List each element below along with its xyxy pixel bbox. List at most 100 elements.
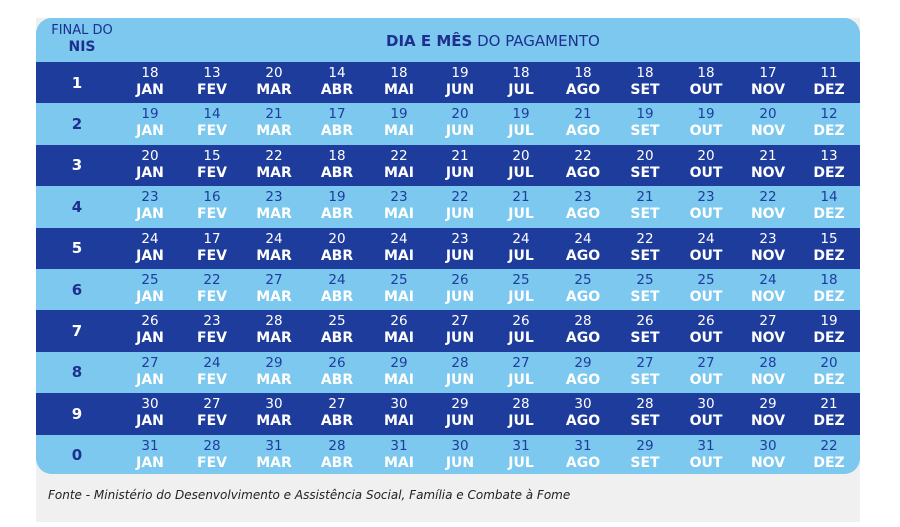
nis-header-line2: NIS (68, 39, 96, 55)
nis-header-line1: FINAL DO (51, 23, 113, 38)
payment-month: MAI (384, 413, 414, 430)
payment-date-cell: 28 FEV (181, 438, 243, 472)
payment-date-cell: 28 ABR (306, 438, 368, 472)
payment-month: AGO (565, 413, 601, 430)
payment-date-cell: 20 ABR (306, 231, 368, 265)
payment-month: JAN (136, 206, 164, 223)
payment-date-cell: 14 ABR (306, 65, 368, 99)
payment-month: NOV (750, 123, 786, 140)
nis-final-digit: 6 (71, 280, 83, 299)
payment-date-cell: 23 OUT (675, 189, 737, 223)
payment-date-cell: 20 DEZ (798, 355, 860, 389)
payment-day: 22 (451, 189, 469, 206)
payment-day: 26 (141, 313, 159, 330)
payment-day: 19 (141, 106, 159, 123)
payment-month: ABR (320, 330, 354, 347)
payment-date-cell: 26 ABR (306, 355, 368, 389)
payment-date-cell: 29 MAI (368, 355, 430, 389)
payment-date-cell: 24 JUL (490, 231, 552, 265)
payment-day: 24 (141, 230, 159, 247)
payment-month: MAI (384, 82, 414, 98)
payment-month: JUL (508, 454, 534, 471)
payment-day: 18 (141, 65, 159, 81)
payment-month: SET (630, 413, 660, 430)
payment-month: FEV (197, 123, 227, 140)
payment-date-cell: 24 FEV (181, 355, 243, 389)
payment-month: AGO (565, 371, 601, 388)
payment-day: 29 (574, 354, 592, 371)
payment-month: AGO (565, 330, 601, 347)
payment-day: 31 (265, 437, 283, 454)
payment-day: 28 (451, 354, 469, 371)
payment-month: NOV (750, 206, 786, 223)
payment-month: SET (630, 330, 660, 347)
payment-day: 18 (512, 65, 530, 81)
payment-day: 20 (697, 147, 715, 164)
nis-final-digit: 8 (71, 363, 83, 382)
payment-date-cell: 23 MAR (243, 189, 305, 223)
payment-date-cell: 20 NOV (737, 106, 799, 140)
payment-month: AGO (565, 206, 601, 223)
payment-day: 30 (574, 396, 592, 413)
payment-day: 17 (328, 106, 346, 123)
payment-date-cell: 24 NOV (737, 272, 799, 306)
payment-day: 27 (265, 271, 283, 288)
payment-day: 30 (451, 437, 469, 454)
payment-day: 27 (697, 354, 715, 371)
payment-month: FEV (197, 247, 227, 264)
payment-month: NOV (750, 454, 786, 471)
payment-date-cell: 30 NOV (737, 438, 799, 472)
payment-month: OUT (689, 330, 723, 347)
table-title-rest: DO PAGAMENTO (472, 32, 600, 50)
payment-day: 27 (759, 313, 777, 330)
payment-date-cell: 31 JAN (119, 438, 181, 472)
payment-month: SET (630, 247, 660, 264)
payment-month: JUL (508, 371, 534, 388)
payment-month: MAR (256, 330, 292, 347)
payment-date-cell: 18 AGO (552, 65, 614, 99)
payment-date-cell: 17 NOV (737, 65, 799, 99)
payment-month: JUN (445, 247, 475, 264)
payment-date-cell: 12 DEZ (798, 106, 860, 140)
payment-date-cell: 15 DEZ (798, 231, 860, 265)
payment-month: DEZ (813, 164, 845, 181)
payment-day: 25 (512, 271, 530, 288)
payment-day: 22 (636, 230, 654, 247)
payment-day: 19 (697, 106, 715, 123)
payment-day: 22 (820, 437, 838, 454)
payment-date-cell: 29 MAR (243, 355, 305, 389)
payment-month: SET (630, 164, 660, 181)
payment-date-cell: 26 SET (614, 313, 676, 347)
payment-date-cell: 19 OUT (675, 106, 737, 140)
payment-date-cell: 24 AGO (552, 231, 614, 265)
payment-day: 28 (203, 437, 221, 454)
payment-day: 22 (390, 147, 408, 164)
payment-date-cell: 30 AGO (552, 396, 614, 430)
payment-day: 21 (512, 189, 530, 206)
payment-date-cell: 21 MAR (243, 106, 305, 140)
payment-day: 21 (265, 106, 283, 123)
payment-date-cell: 24 MAI (368, 231, 430, 265)
payment-day: 26 (697, 313, 715, 330)
payment-date-cell: 20 JUL (490, 148, 552, 182)
payment-date-cell: 26 JUN (429, 272, 491, 306)
payment-month: JAN (136, 247, 164, 264)
payment-month: FEV (197, 82, 227, 98)
payment-date-cell: 29 AGO (552, 355, 614, 389)
payment-day: 20 (265, 65, 283, 81)
payment-day: 22 (265, 147, 283, 164)
nis-final-digit: 9 (71, 404, 83, 423)
payment-day: 13 (203, 65, 221, 81)
payment-day: 29 (451, 396, 469, 413)
payment-day: 20 (451, 106, 469, 123)
payment-day: 23 (203, 313, 221, 330)
payment-day: 13 (820, 147, 838, 164)
payment-day: 24 (265, 230, 283, 247)
payment-month: DEZ (813, 247, 845, 264)
payment-month: SET (630, 123, 660, 140)
payment-date-cell: 16 FEV (181, 189, 243, 223)
payment-day: 27 (203, 396, 221, 413)
payment-date-cell: 29 SET (614, 438, 676, 472)
payment-date-cell: 19 DEZ (798, 313, 860, 347)
payment-date-cell: 24 OUT (675, 231, 737, 265)
